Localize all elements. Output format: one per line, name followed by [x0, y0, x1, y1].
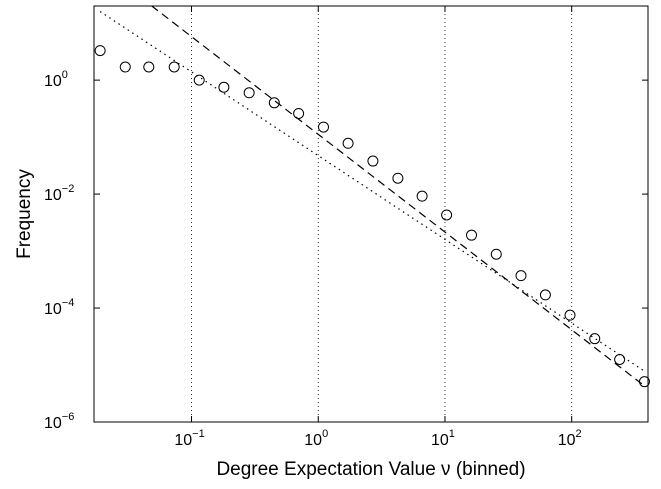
data-point — [94, 45, 106, 57]
y-tick-base: 10 — [44, 73, 62, 90]
x-axis-label: Degree Expectation Value ν (binned) — [216, 459, 525, 480]
data-point — [416, 190, 428, 202]
x-tick-label: 102 — [558, 428, 582, 449]
plot-area-frame — [93, 5, 649, 423]
data-point — [466, 229, 478, 241]
data-point — [243, 87, 255, 99]
data-point — [317, 121, 329, 133]
y-tick-base: 10 — [44, 415, 62, 432]
y-tick-exponent: −4 — [62, 297, 75, 309]
x-tick-base: 10 — [431, 432, 449, 449]
data-point — [119, 61, 131, 73]
data-point — [218, 81, 230, 93]
data-point — [539, 289, 551, 301]
data-point — [293, 107, 305, 119]
y-tick-label: 10−2 — [44, 183, 74, 204]
data-point — [392, 172, 404, 184]
y-tick-label: 10−4 — [44, 297, 74, 318]
data-point — [564, 309, 576, 321]
x-tick-exponent: 1 — [449, 428, 455, 440]
tick-marks — [94, 6, 648, 423]
plot-series — [94, 6, 650, 388]
data-point — [515, 270, 527, 282]
data-point — [168, 61, 180, 73]
data-point — [143, 61, 155, 73]
dotted-fit-line — [99, 11, 645, 372]
x-tick-exponent: 0 — [322, 428, 328, 440]
y-tick-exponent: −6 — [62, 411, 75, 423]
y-axis-label: Frequency — [14, 169, 35, 259]
x-tick-base: 10 — [304, 432, 322, 449]
data-point — [342, 137, 354, 149]
data-point — [614, 353, 626, 365]
y-tick-base: 10 — [44, 301, 62, 318]
data-point — [268, 97, 280, 109]
x-grid-lines — [191, 6, 573, 422]
dashed-fit-line — [150, 6, 645, 387]
x-tick-label: 100 — [304, 428, 328, 449]
x-tick-exponent: −1 — [192, 428, 205, 440]
y-tick-base: 10 — [44, 187, 62, 204]
data-point — [589, 333, 601, 345]
y-tick-label: 10−6 — [44, 411, 74, 432]
x-tick-labels: 10−1 100 101 102 — [174, 428, 581, 449]
data-point — [367, 155, 379, 167]
x-tick-exponent: 2 — [576, 428, 582, 440]
y-tick-exponent: 0 — [62, 69, 68, 81]
x-tick-base: 10 — [558, 432, 576, 449]
y-tick-label: 100 — [44, 69, 68, 90]
data-point — [193, 74, 205, 86]
x-tick-label: 10−1 — [174, 428, 204, 449]
y-tick-exponent: −2 — [62, 183, 75, 195]
data-point — [490, 248, 502, 260]
data-point — [441, 209, 453, 221]
x-tick-base: 10 — [174, 432, 192, 449]
x-tick-label: 101 — [431, 428, 455, 449]
